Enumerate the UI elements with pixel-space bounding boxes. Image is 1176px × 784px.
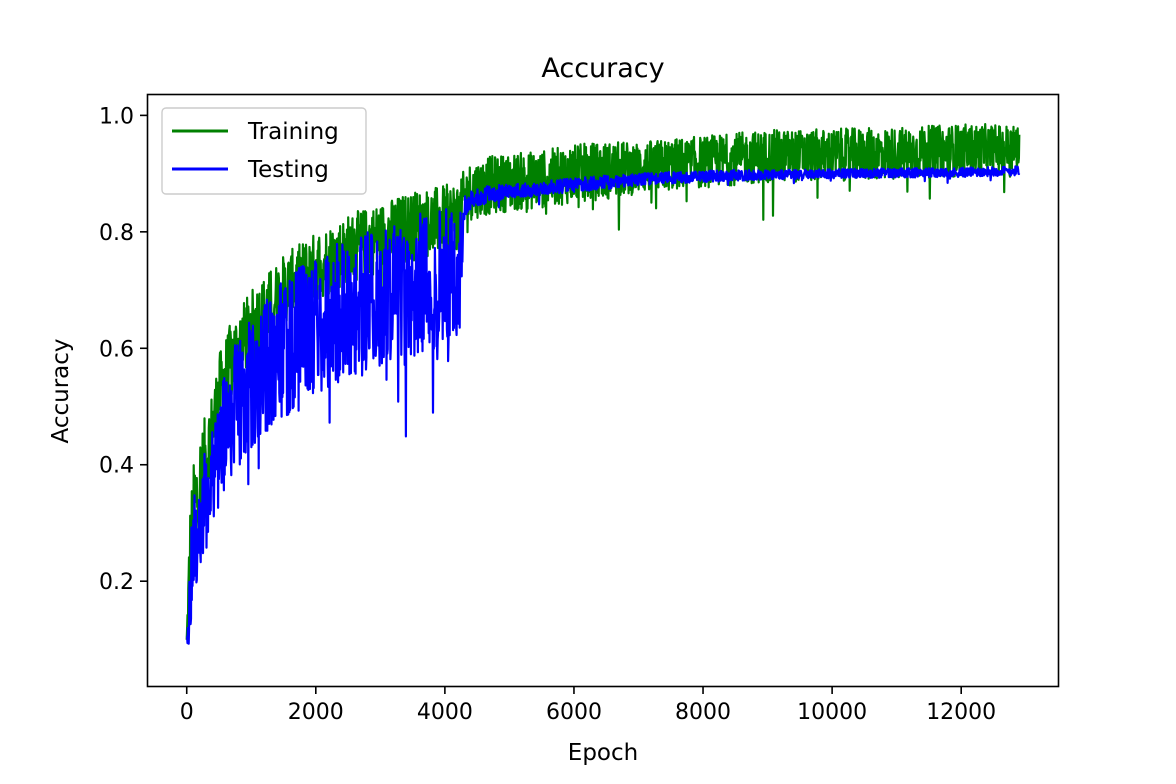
x-tick-label: 8000 (675, 700, 731, 725)
series-layer (185, 122, 1021, 645)
x-tick-label: 12000 (926, 700, 996, 725)
legend: Training Testing (161, 107, 367, 195)
y-tick-label: 0.2 (99, 570, 134, 595)
y-tick-label: 1.0 (99, 104, 134, 129)
x-tick-label: 2000 (288, 700, 344, 725)
series-line-testing (185, 165, 1021, 645)
legend-label-testing: Testing (247, 157, 329, 183)
y-tick-label: 0.4 (99, 454, 134, 479)
x-tick-label: 6000 (546, 700, 602, 725)
chart-title: Accuracy (541, 53, 664, 84)
y-axis-label: Accuracy (48, 338, 74, 443)
x-tick-label: 4000 (417, 700, 473, 725)
plot-frame (146, 93, 1060, 688)
y-tick-label: 0.8 (99, 221, 134, 246)
x-axis-label: Epoch (568, 740, 638, 766)
y-tick-label: 0.6 (99, 337, 134, 362)
x-axis-ticks: 0 2000 4000 6000 8000 10000 12000 (180, 686, 996, 725)
y-axis-ticks: 0.2 0.4 0.6 0.8 1.0 (99, 104, 148, 595)
x-tick-label: 10000 (797, 700, 867, 725)
x-tick-label: 0 (180, 700, 194, 725)
legend-label-training: Training (247, 119, 339, 145)
